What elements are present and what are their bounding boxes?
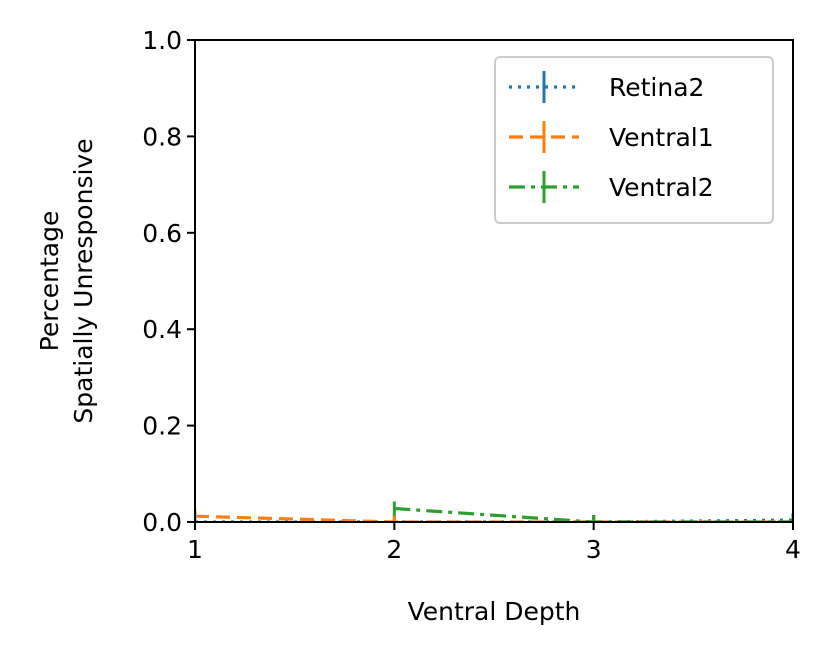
y-axis-label-line-2: Spatially Unresponsive — [69, 138, 98, 423]
legend-label-ventral2: Ventral2 — [609, 173, 714, 202]
legend-label-ventral1: Ventral1 — [609, 123, 714, 152]
y-tick-label: 1.0 — [142, 26, 182, 55]
y-tick-label: 0.4 — [142, 315, 182, 344]
x-tick-label: 1 — [187, 535, 203, 564]
series-line-ventral2 — [394, 506, 793, 522]
y-tick-label: 0.6 — [142, 219, 182, 248]
legend-item-retina2: Retina2 — [509, 71, 704, 103]
legend-item-ventral1: Ventral1 — [509, 121, 714, 153]
x-tick-label: 3 — [586, 535, 602, 564]
x-axis-label: Ventral Depth — [408, 597, 581, 626]
ticks-layer: 1 2 3 4 0.0 0.2 0.4 0.6 0.8 1.0 — [142, 26, 801, 564]
legend: Retina2 Ventral1 Ventral2 — [494, 56, 774, 224]
y-axis-label-line-1: Percentage — [35, 211, 64, 352]
legend-item-ventral2: Ventral2 — [509, 171, 714, 203]
y-tick-label: 0.8 — [142, 122, 182, 151]
legend-box — [494, 56, 774, 224]
plot-frame — [194, 39, 794, 523]
legend-label-retina2: Retina2 — [609, 73, 704, 102]
x-tick-label: 4 — [785, 535, 801, 564]
x-tick-label: 2 — [386, 535, 402, 564]
y-tick-label: 0.2 — [142, 412, 182, 441]
series-layer — [195, 501, 793, 522]
y-tick-label: 0.0 — [142, 508, 182, 537]
